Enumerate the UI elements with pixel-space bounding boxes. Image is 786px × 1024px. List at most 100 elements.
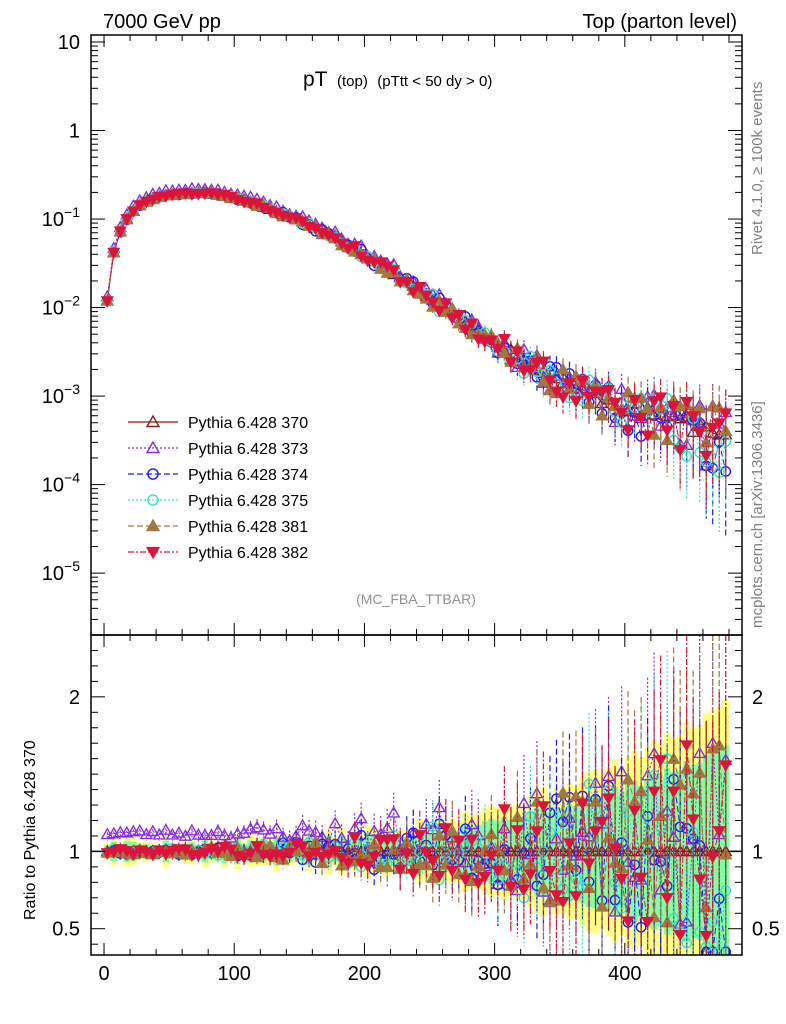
data-point <box>341 243 355 256</box>
data-point <box>621 425 635 437</box>
ratio-line <box>542 831 551 852</box>
data-point <box>681 451 693 462</box>
ratio-point <box>315 851 329 864</box>
ratio-line <box>328 850 336 855</box>
series-line <box>673 405 681 450</box>
ratio-line <box>386 849 395 868</box>
series-line <box>588 391 596 398</box>
series-line <box>139 201 147 206</box>
ratio-line <box>126 831 134 834</box>
ratio-line <box>497 849 505 886</box>
ratio-line <box>412 832 421 861</box>
ratio-line <box>484 855 492 877</box>
data-point <box>621 385 635 398</box>
ratio-series-5 <box>100 635 733 955</box>
ratio-line <box>647 816 655 861</box>
ratio-line <box>477 835 486 867</box>
ratio-line <box>497 850 505 871</box>
ratio-line <box>107 833 114 835</box>
ratio-point <box>471 878 485 890</box>
legend-label: Pythia 6.428 370 <box>188 415 308 432</box>
series-line <box>529 355 538 373</box>
data-point <box>660 425 674 438</box>
ratio-line <box>601 837 610 907</box>
ratio-point <box>367 851 381 864</box>
ratio-line <box>204 848 212 854</box>
ratio-line <box>380 854 388 860</box>
series-line <box>530 362 538 371</box>
data-point <box>491 343 505 356</box>
ratio-line <box>302 825 310 832</box>
ratio-line <box>582 803 590 864</box>
data-point <box>113 226 127 238</box>
ratio-point <box>432 870 446 883</box>
ratio-line <box>146 831 154 835</box>
series-line <box>380 268 388 274</box>
y-tick-label: 10−3 <box>42 381 80 408</box>
ratio-line <box>621 811 629 909</box>
ratio-line <box>406 858 414 864</box>
ratio-line <box>354 818 362 829</box>
ratio-point <box>276 830 290 842</box>
series-line <box>712 422 720 429</box>
ratio-point <box>427 821 439 832</box>
ratio-line <box>601 785 610 901</box>
ratio-line <box>660 759 668 898</box>
ratio-line <box>464 824 473 863</box>
data-point <box>497 346 512 358</box>
ratio-line <box>458 828 466 861</box>
series-line <box>679 401 688 450</box>
chart-title-sub: (top) <box>337 73 368 90</box>
rivet-label: Rivet 4.1.0, ≥ 100k events <box>749 82 766 255</box>
ratio-point <box>198 828 212 841</box>
y-tick-label: 10 <box>58 32 80 54</box>
ratio-line <box>308 851 316 857</box>
ratio-line <box>172 832 180 836</box>
ratio-point <box>191 850 205 862</box>
ratio-line <box>165 829 173 836</box>
legend-label: Pythia 6.428 382 <box>188 545 308 562</box>
ratio-line <box>718 745 727 855</box>
series-line <box>712 405 720 425</box>
ratio-point <box>328 816 342 829</box>
ratio-line <box>555 792 564 901</box>
ratio-line <box>523 803 531 855</box>
ratio-point <box>133 823 147 836</box>
ratio-point <box>269 821 284 834</box>
y-tick-label: 10−1 <box>42 204 80 231</box>
ratio-line <box>634 793 642 847</box>
legend-marker <box>147 494 159 506</box>
ratio-line <box>529 801 538 864</box>
data-point <box>523 365 537 377</box>
x-tick-label: 200 <box>348 963 381 985</box>
ratio-line <box>393 849 401 870</box>
ratio-line <box>387 853 394 856</box>
ratio-line <box>568 843 577 897</box>
ratio-point <box>706 852 720 864</box>
ratio-line <box>666 758 675 919</box>
ratio-line <box>680 826 687 829</box>
ratio-line <box>660 758 668 828</box>
x-tick-label: 400 <box>608 963 641 985</box>
series-line <box>653 396 661 402</box>
ratio-line <box>471 839 479 883</box>
ratio-line <box>582 831 590 838</box>
ratio-line <box>634 864 642 928</box>
ratio-tick-label-left: 0.5 <box>52 919 80 941</box>
ratio-point <box>582 858 596 870</box>
main-panel <box>100 181 733 537</box>
ratio-line <box>621 878 629 922</box>
data-point <box>458 324 472 337</box>
ratio-line <box>373 830 381 835</box>
legend-label: Pythia 6.428 375 <box>188 493 308 510</box>
ratio-line <box>588 831 597 864</box>
ratio-point <box>341 858 355 870</box>
ratio-point <box>178 844 192 856</box>
ratio-point <box>295 818 310 831</box>
ratio-line <box>569 878 577 896</box>
ratio-line <box>686 832 694 944</box>
series-line <box>582 386 590 391</box>
series-line <box>647 400 655 436</box>
ratio-point <box>113 825 128 838</box>
ratio-point <box>211 824 225 837</box>
